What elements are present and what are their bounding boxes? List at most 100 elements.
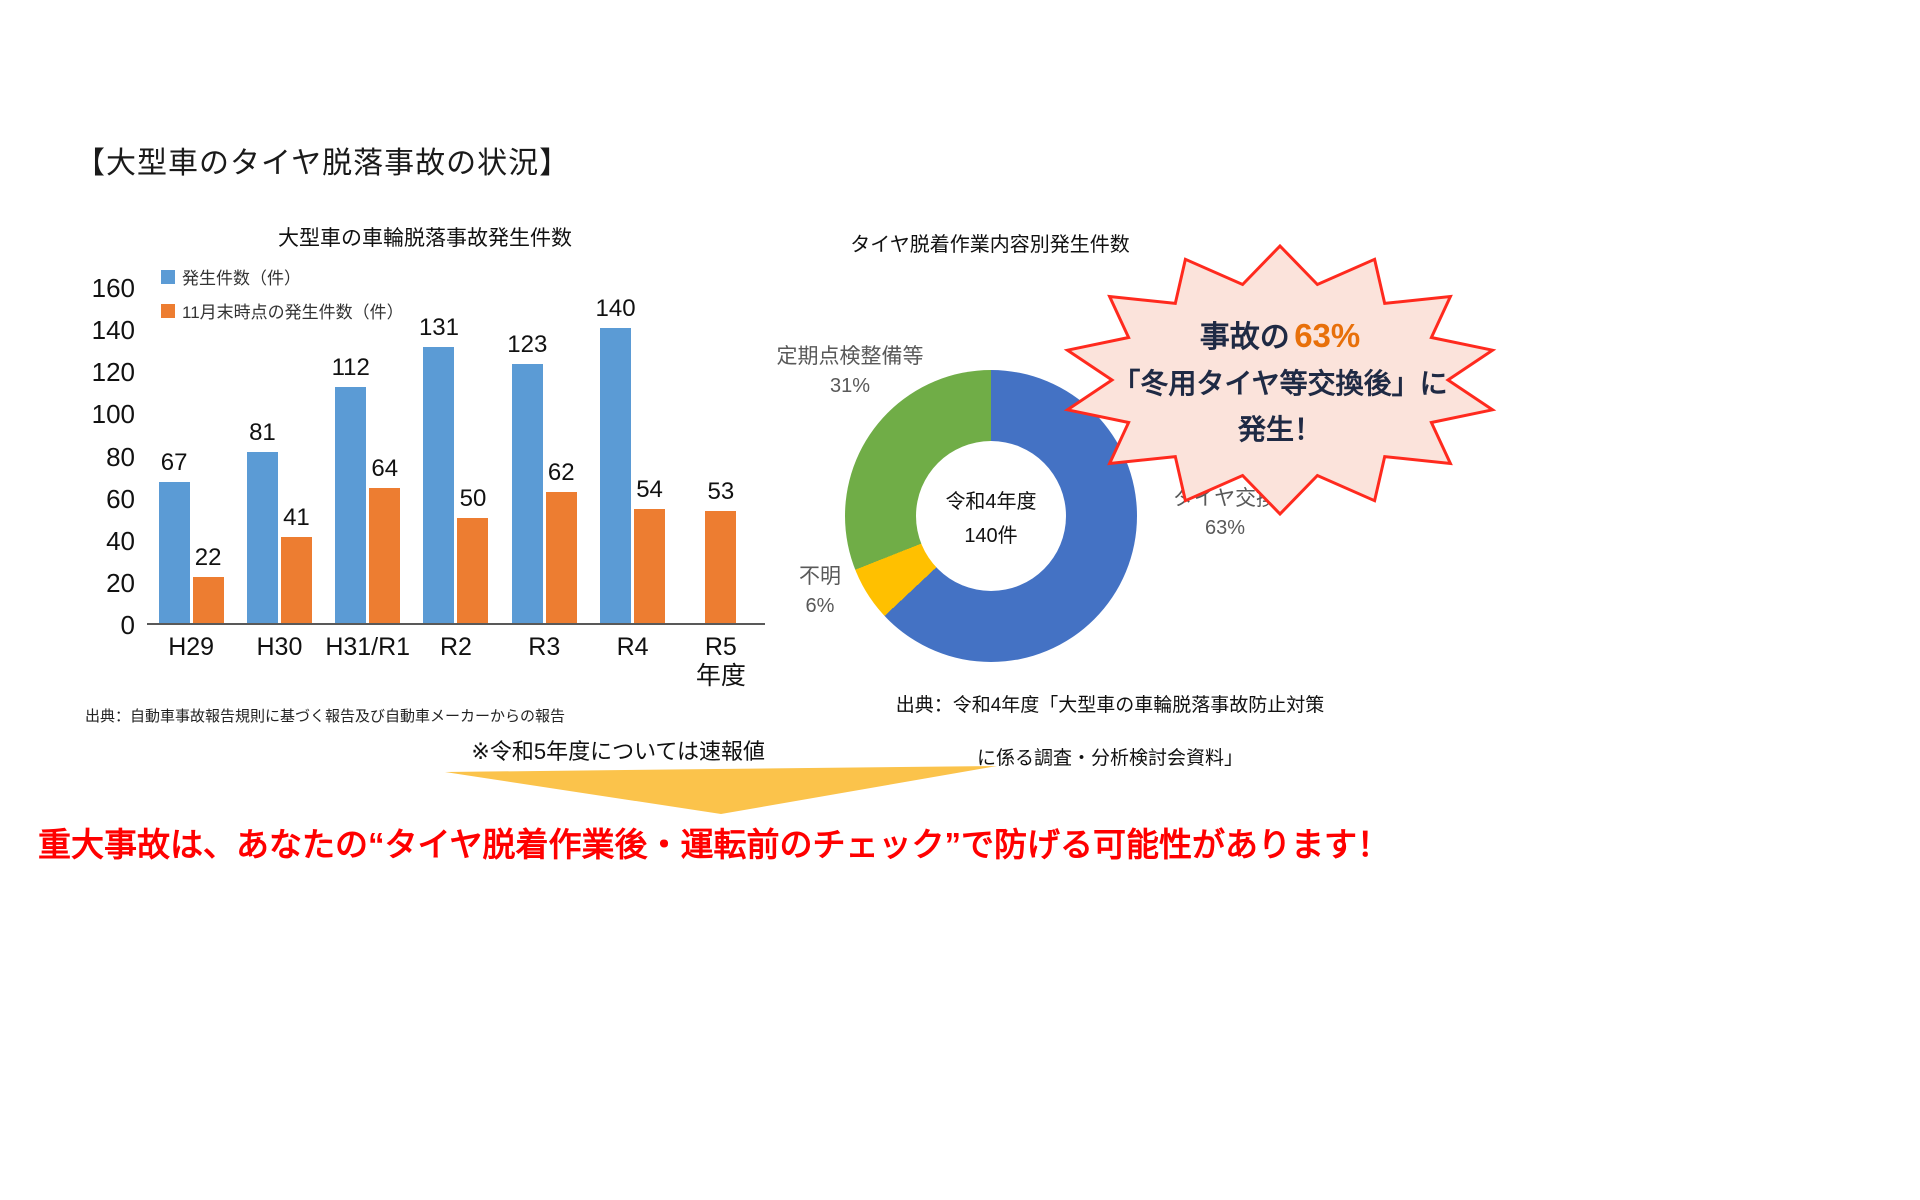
bar-chart-source: 出典：自動車事故報告規則に基づく報告及び自動車メーカーからの報告 bbox=[85, 707, 566, 725]
donut-source-line1: 出典：令和4年度「大型車の車輪脱落事故防止対策 bbox=[895, 695, 1325, 716]
bar-rect bbox=[545, 492, 577, 623]
segment-label-unknown: 不明 6% bbox=[775, 560, 865, 618]
bottom-message: 重大事故は、あなたの“タイヤ脱着作業後・運転前のチェック”で防げる可能性がありま… bbox=[38, 826, 1391, 863]
bar: 112 bbox=[332, 288, 370, 623]
donut-center-count: 140件 bbox=[964, 524, 1018, 547]
donut-chart-title: タイヤ脱着作業内容別発生件数 bbox=[850, 234, 1130, 256]
bar-chart-legend: 発生件数（件） 11月末時点の発生件数（件） bbox=[161, 264, 404, 323]
callout-prefix: 事故の bbox=[1199, 321, 1290, 354]
category-label: R2 bbox=[440, 633, 472, 661]
bar-chart-plot: 発生件数（件） 11月末時点の発生件数（件） 67 22 81 41 112 64 131 50… bbox=[147, 269, 765, 625]
page-title: 【大型車のタイヤ脱落事故の状況】 bbox=[75, 147, 571, 180]
callout-line1: 事故の 63% bbox=[1200, 312, 1361, 356]
bar-group: 67 22 bbox=[147, 288, 235, 623]
bar: 54 bbox=[634, 288, 666, 623]
category-label: R4 bbox=[616, 633, 649, 661]
bar-rect bbox=[457, 517, 489, 623]
bar-chart-y-axis-col: 160 140 120 100 80 60 40 20 0 bbox=[85, 275, 147, 638]
segment-name: 不明 bbox=[799, 565, 841, 588]
bar-value-label: 64 bbox=[371, 455, 399, 483]
donut-chart-source: 出典：令和4年度「大型車の車輪脱落事故防止対策 に係る調査・分析検討会資料」 bbox=[790, 690, 1430, 796]
category-label: R3 bbox=[528, 633, 561, 661]
bar-chart-area: 160 140 120 100 80 60 40 20 0 発生件数（件） 11月末時点の発生件数… bbox=[85, 269, 765, 638]
bar-rect bbox=[634, 509, 666, 623]
y-axis-tick-label: 100 bbox=[91, 399, 135, 430]
bar-group: 140 54 bbox=[588, 288, 676, 623]
burst-shape bbox=[1063, 243, 1497, 517]
bar-group: 53 bbox=[677, 288, 765, 623]
category-label: R5 年度 bbox=[677, 633, 765, 691]
bar: 123 bbox=[507, 288, 547, 623]
y-axis-tick-label: 20 bbox=[106, 567, 135, 598]
bar-chart-note: ※令和5年度については速報値 bbox=[471, 738, 765, 764]
legend-label: 発生件数（件） bbox=[182, 269, 301, 288]
bar-value-label: 22 bbox=[194, 543, 222, 571]
bar: 131 bbox=[419, 288, 459, 623]
callout-line3: 発生！ bbox=[1237, 414, 1322, 445]
bar-value-label: 67 bbox=[160, 448, 188, 476]
bar-value-label: 54 bbox=[636, 476, 663, 504]
segment-pct: 31% bbox=[829, 375, 871, 397]
bar-value-label: 81 bbox=[249, 419, 276, 447]
y-axis-tick-label: 120 bbox=[91, 357, 135, 388]
callout-line2: 「冬用タイヤ等交換後」に bbox=[1112, 368, 1448, 399]
category-label: H29 bbox=[168, 633, 215, 661]
bar-chart-title: 大型車の車輪脱落事故発生件数 bbox=[278, 227, 572, 250]
starburst-icon bbox=[1063, 243, 1497, 517]
bar: 53 bbox=[705, 288, 737, 623]
donut-chart: タイヤ脱着作業内容別発生件数 令和4年度 140件 定期点検整備等 31% 不明… bbox=[777, 222, 1430, 842]
legend-item: 発生件数（件） bbox=[161, 264, 404, 289]
bar-value-label: 140 bbox=[595, 295, 636, 323]
bar: 50 bbox=[457, 288, 489, 623]
category-label: H31/R1 bbox=[325, 633, 411, 661]
bar-rect bbox=[705, 511, 737, 623]
bar-group: 81 41 bbox=[235, 288, 323, 623]
bar-value-label: 62 bbox=[547, 459, 575, 487]
bar-value-label: 41 bbox=[283, 503, 310, 531]
segment-label-maintenance: 定期点検整備等 31% bbox=[765, 340, 935, 398]
callout-text: 事故の 63% 「冬用タイヤ等交換後」に 発生！ bbox=[1055, 240, 1505, 520]
bar-value-label: 131 bbox=[418, 314, 460, 342]
segment-name: 定期点検整備等 bbox=[776, 345, 924, 368]
bar-value-label: 123 bbox=[507, 330, 548, 358]
bar-group: 131 50 bbox=[412, 288, 500, 623]
bar-chart-y-axis: 160 140 120 100 80 60 40 20 0 bbox=[92, 275, 135, 638]
callout-highlight: 63% bbox=[1294, 317, 1361, 354]
y-axis-tick-label: 160 bbox=[91, 273, 135, 303]
category-label: H30 bbox=[256, 633, 303, 661]
legend-item: 11月末時点の発生件数（件） bbox=[161, 298, 404, 323]
bar: 81 bbox=[246, 288, 278, 623]
bar-chart-categories: H29 H30 H31/R1 R2 R3 R4 R5 年度 bbox=[85, 633, 765, 691]
legend-label: 11月末時点の発生件数（件） bbox=[182, 303, 404, 322]
donut-source-line2: に係る調査・分析検討会資料」 bbox=[976, 748, 1243, 769]
y-axis-tick-label: 0 bbox=[120, 610, 135, 640]
x-axis-spacer bbox=[85, 633, 147, 691]
bar-rect bbox=[192, 576, 224, 623]
donut-center-year: 令和4年度 bbox=[945, 490, 1037, 513]
bar: 140 bbox=[596, 288, 636, 623]
donut-ring: 令和4年度 140件 bbox=[845, 370, 1137, 662]
y-axis-tick-label: 140 bbox=[91, 315, 135, 346]
bar-value-label: 53 bbox=[707, 478, 735, 506]
bar: 62 bbox=[545, 288, 577, 623]
bar-value-label: 112 bbox=[331, 354, 370, 382]
donut-center: 令和4年度 140件 bbox=[916, 441, 1066, 591]
bar-rect bbox=[335, 387, 367, 623]
bar-rect bbox=[423, 347, 455, 623]
segment-pct: 6% bbox=[805, 595, 835, 617]
bar-rect bbox=[158, 481, 190, 623]
legend-swatch bbox=[161, 269, 175, 284]
callout-burst: 事故の 63% 「冬用タイヤ等交換後」に 発生！ bbox=[1055, 240, 1505, 520]
bar-rect bbox=[369, 488, 401, 623]
bar-chart: 大型車の車輪脱落事故発生件数 160 140 120 100 80 60 40 20 0 発生件… bbox=[85, 222, 765, 766]
x-axis-unit-label: 年度 bbox=[695, 661, 746, 690]
bar-group: 112 64 bbox=[324, 288, 412, 623]
bar: 41 bbox=[280, 288, 312, 623]
bar-rect bbox=[280, 536, 312, 623]
bar-value-label: 50 bbox=[459, 484, 487, 512]
segment-pct: 63% bbox=[1204, 517, 1246, 539]
y-axis-tick-label: 60 bbox=[106, 483, 135, 514]
legend-swatch bbox=[161, 303, 175, 318]
bar-rect bbox=[246, 452, 278, 623]
y-axis-tick-label: 80 bbox=[106, 441, 135, 472]
